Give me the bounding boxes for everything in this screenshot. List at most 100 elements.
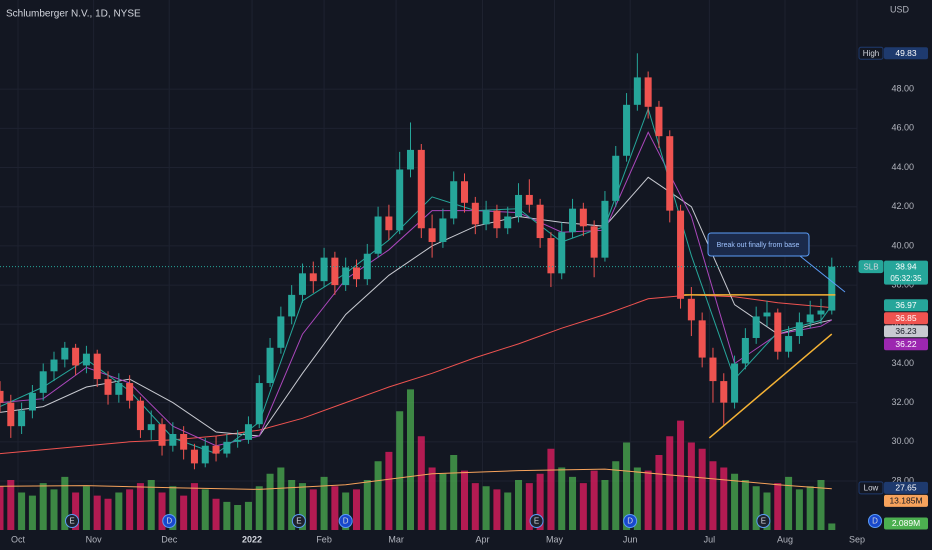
volume-bar xyxy=(428,467,436,530)
candle-body xyxy=(223,441,231,454)
candle-body xyxy=(180,433,188,450)
volume-bar xyxy=(806,486,814,530)
event-icon xyxy=(868,514,883,528)
annotation: Break out finally from base xyxy=(707,232,846,293)
volume-bar xyxy=(93,495,101,530)
volume-bar xyxy=(471,483,479,530)
marker-value: 36.22 xyxy=(895,339,917,349)
volume-bar xyxy=(439,473,447,530)
volume-bar xyxy=(666,436,674,530)
volume-bar xyxy=(612,461,620,530)
volume-bar xyxy=(677,420,685,530)
marker-box xyxy=(884,325,928,338)
marker-name: High xyxy=(863,49,879,58)
volume-bar xyxy=(39,483,47,530)
moving-average xyxy=(0,131,833,447)
candle-body xyxy=(385,216,393,231)
volume-pane xyxy=(0,389,836,530)
volume-bar xyxy=(785,476,793,530)
candle-body xyxy=(0,390,4,403)
volume-bar xyxy=(709,461,717,530)
volume-bar xyxy=(720,467,728,530)
candle-body xyxy=(136,400,144,431)
candle-body xyxy=(785,336,793,352)
volume-bar xyxy=(147,480,155,530)
x-tick-label: 2022 xyxy=(242,534,262,544)
candle-body xyxy=(147,424,155,431)
volume-bar xyxy=(774,483,782,530)
volume-bar xyxy=(828,523,836,530)
candle-body xyxy=(579,208,587,227)
volume-bar xyxy=(277,467,285,530)
x-tick-label: Dec xyxy=(161,534,178,544)
volume-bar xyxy=(82,486,90,530)
volume-bar xyxy=(0,486,4,530)
volume-bar xyxy=(7,480,15,530)
volume-bar xyxy=(298,483,306,530)
candle-body xyxy=(612,155,620,201)
volume-bar xyxy=(352,489,360,530)
candle-body xyxy=(18,410,26,427)
candle-body xyxy=(731,363,739,403)
candle-body xyxy=(741,337,749,364)
event-label: D xyxy=(627,517,633,526)
volume-bar xyxy=(136,483,144,530)
marker-value: 13.185M xyxy=(889,496,922,506)
volume-bar xyxy=(28,495,36,530)
marker-box xyxy=(884,494,928,507)
y-tick-label: 46.00 xyxy=(891,123,914,133)
candle-body xyxy=(471,202,479,225)
marker-name: Low xyxy=(864,483,879,492)
candle-body xyxy=(590,226,598,258)
volume-bar xyxy=(569,476,577,530)
candle-body xyxy=(774,312,782,352)
candle-body xyxy=(158,424,166,446)
candle-body xyxy=(28,392,36,411)
event-icon xyxy=(623,514,638,528)
event-label: E xyxy=(296,517,301,526)
candle-body xyxy=(515,194,523,217)
candle-body xyxy=(190,449,198,464)
candle-body xyxy=(309,273,317,282)
volume-bar xyxy=(244,501,252,530)
volume-bar xyxy=(50,489,58,530)
candle-body xyxy=(720,381,728,403)
price-pane xyxy=(0,53,857,470)
callout-pointer xyxy=(799,255,846,293)
y-tick-label: 30.00 xyxy=(891,436,914,446)
marker-box xyxy=(884,47,928,60)
candle-body xyxy=(331,257,339,286)
currency: USD xyxy=(890,4,910,14)
volume-bar xyxy=(104,498,112,530)
x-tick-label: Nov xyxy=(86,534,103,544)
volume-bar xyxy=(817,480,825,530)
x-tick-label: Jun xyxy=(623,534,638,544)
candle-body xyxy=(482,210,490,225)
candle-body xyxy=(687,298,695,321)
marker-name-box xyxy=(858,481,884,495)
x-tick-label: Oct xyxy=(11,534,26,544)
volume-bar xyxy=(180,495,188,530)
marker-box xyxy=(884,299,928,312)
volume-bar xyxy=(201,489,209,530)
candle-body xyxy=(288,294,296,317)
candle-body xyxy=(633,77,641,105)
volume-bar xyxy=(633,467,641,530)
candle-body xyxy=(277,316,285,348)
candle-body xyxy=(82,353,90,366)
candle-body xyxy=(115,383,123,395)
event-icon xyxy=(162,514,177,528)
y-tick-label: 34.00 xyxy=(891,358,914,368)
event-label: E xyxy=(761,517,766,526)
candle-body xyxy=(460,181,469,203)
volume-bar xyxy=(18,492,26,530)
candle-body xyxy=(536,204,544,239)
volume-bar xyxy=(504,492,512,530)
x-tick-label: Mar xyxy=(388,534,404,544)
marker-name-box xyxy=(858,46,884,60)
y-tick-label: 48.00 xyxy=(891,84,914,94)
volume-bar xyxy=(493,489,501,530)
candle-body xyxy=(234,439,242,442)
event-label: D xyxy=(872,517,878,526)
